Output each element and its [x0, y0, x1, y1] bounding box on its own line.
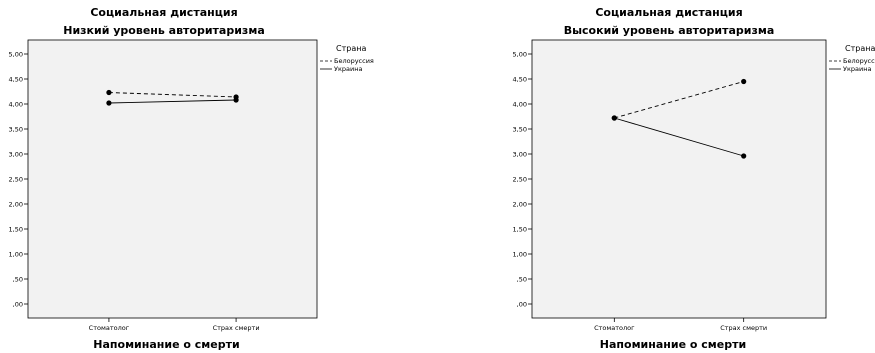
plot-area	[531, 39, 827, 319]
data-point-s2-1	[106, 100, 112, 106]
plot-area	[27, 39, 318, 319]
y-tick-label: 4,50	[513, 75, 527, 83]
series-line-2	[108, 99, 237, 104]
legend-item-label: Украина	[334, 65, 362, 73]
y-tick-label: 1,50	[513, 225, 527, 233]
x-tick-label: Страх смерти	[213, 324, 260, 332]
y-tick-label: 3,00	[9, 150, 23, 158]
series-line-1	[108, 92, 237, 98]
y-tick-label: ,50	[517, 275, 527, 283]
y-tick-label: 2,00	[513, 200, 527, 208]
y-tick-label: 4,00	[513, 100, 527, 108]
x-axis-label: Напоминание о смерти	[93, 338, 239, 351]
chart-subtitle: Низкий уровень авторитаризма	[63, 24, 265, 37]
y-tick-label: 2,50	[9, 175, 23, 183]
y-tick-label: 3,50	[9, 125, 23, 133]
y-tick-label: 4,50	[9, 75, 23, 83]
y-tick-label: 5,00	[513, 50, 527, 58]
series-line-1	[614, 81, 744, 119]
data-point-s1-1	[106, 89, 112, 96]
x-tick-label: Стоматолог	[89, 324, 130, 332]
x-tick-label: Стоматолог	[594, 324, 635, 332]
y-tick-label: 2,00	[9, 200, 23, 208]
series-line-2	[614, 117, 744, 157]
y-tick-label: 1,00	[9, 250, 23, 258]
legend-item-label: Белоруссия	[843, 57, 875, 65]
y-tick-label: ,00	[517, 300, 527, 308]
y-tick-label: 1,00	[513, 250, 527, 258]
x-tick-label: Страх смерти	[720, 324, 767, 332]
legend-title: Страна	[845, 44, 875, 53]
data-point-s2-1	[611, 115, 617, 121]
chart-panel-1: Социальная дистанция Низкий уровень автор…	[9, 6, 374, 351]
y-tick-label: 1,50	[9, 225, 23, 233]
y-tick-label: 3,00	[513, 150, 527, 158]
y-tick-label: 4,00	[9, 100, 23, 108]
data-point-s2-2	[741, 153, 747, 159]
chart-title: Социальная дистанция	[90, 6, 237, 19]
y-tick-label: ,50	[13, 275, 23, 283]
y-tick-label: ,00	[13, 300, 23, 308]
chart-panel-2: Социальная дистанция Высокий уровень авто…	[513, 6, 875, 351]
y-tick-label: 3,50	[513, 125, 527, 133]
data-point-s1-2	[741, 78, 747, 85]
chart-subtitle: Высокий уровень авторитаризма	[564, 24, 775, 37]
legend-title: Страна	[336, 44, 366, 53]
x-axis-label: Напоминание о смерти	[600, 338, 746, 351]
data-point-s2-2	[233, 97, 239, 103]
y-tick-label: 5,00	[9, 50, 23, 58]
chart-title: Социальная дистанция	[595, 6, 742, 19]
legend-item-label: Украина	[843, 65, 871, 73]
legend-item-label: Белоруссия	[334, 57, 374, 65]
y-tick-label: 2,50	[513, 175, 527, 183]
